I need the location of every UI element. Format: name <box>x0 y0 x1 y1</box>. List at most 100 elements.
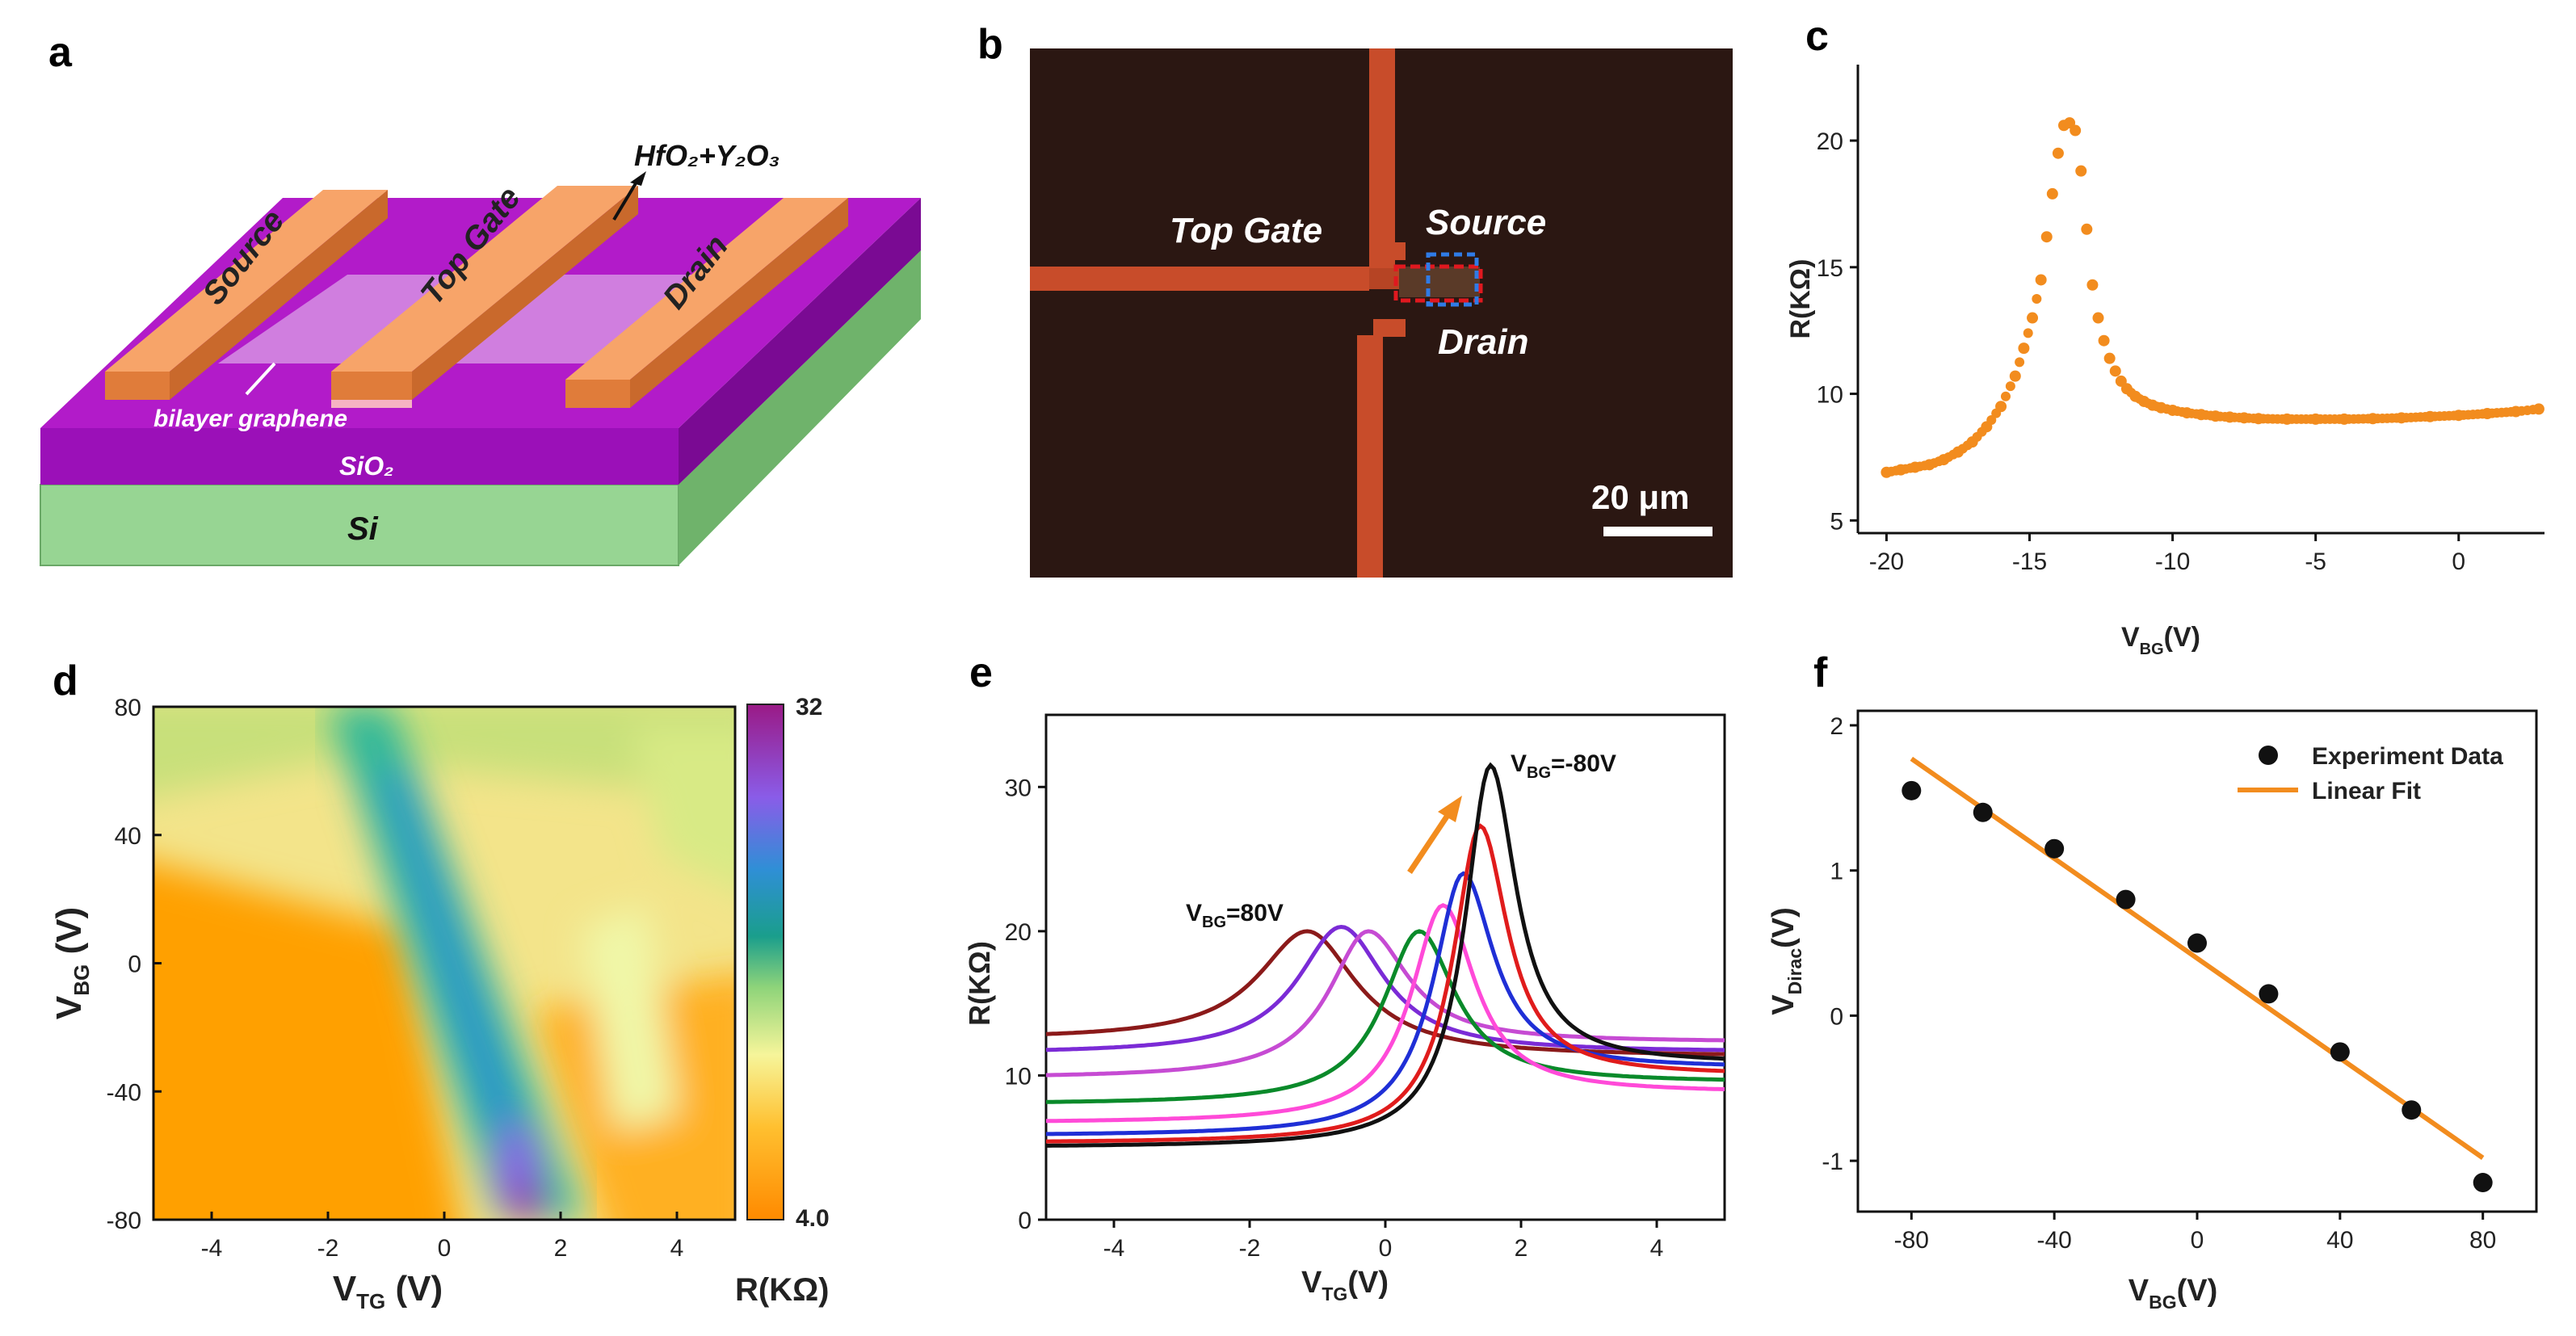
dielectric-arrowhead <box>630 171 646 186</box>
e-x-axis-label-rest: (V) <box>1347 1266 1389 1300</box>
data-point <box>2098 334 2110 347</box>
colorbar-label: R(KΩ) <box>735 1272 829 1308</box>
e-x-axis-label-sub: TG <box>1322 1283 1347 1304</box>
top-gate-lead <box>1030 267 1369 291</box>
x-tick-label: -5 <box>2305 548 2326 575</box>
series-line-6 <box>1046 823 1725 1144</box>
dielectric-label: HfO₂+Y₂O₃ <box>634 139 780 172</box>
interp-point <box>2277 414 2288 424</box>
y-tick-label: 20 <box>1005 919 1032 946</box>
e-series-group <box>1046 762 1725 1148</box>
interp-point <box>1948 449 1959 460</box>
ridge-inner <box>379 771 558 1220</box>
trend-arrow <box>1407 810 1452 874</box>
x-tick-label: -4 <box>201 1235 223 1262</box>
d-y-axis-label: VBG (V) <box>49 907 94 1019</box>
series-line-3 <box>1046 929 1725 1104</box>
b-top-gate-label: Top Gate <box>1170 211 1322 250</box>
plot-frame <box>1044 713 1726 1221</box>
panel-e-label: e <box>969 649 993 696</box>
data-point <box>2473 1173 2493 1193</box>
c-x-axis-label-main: V <box>2121 622 2140 653</box>
data-point <box>2044 838 2065 859</box>
x-tick-label: 4 <box>670 1235 684 1262</box>
b-source-label: Source <box>1426 203 1546 242</box>
d-y-axis-label-main: V <box>49 995 89 1019</box>
data-point <box>2018 342 2030 355</box>
interp-point <box>2000 391 2011 401</box>
data-point <box>2092 312 2104 324</box>
source-tip <box>1373 242 1406 260</box>
scale-bar-label: 20 μm <box>1591 478 1689 516</box>
drain-electrode <box>565 198 848 408</box>
interp-point <box>2023 328 2033 338</box>
plot-frame <box>1856 709 2538 1213</box>
f-x-axis-label-main: V <box>2128 1274 2149 1308</box>
series-line-1 <box>1046 924 1725 1052</box>
interp-point <box>2305 414 2316 424</box>
interp-point <box>1934 456 1944 467</box>
chart-e: e VBG=80V VBG=-80V -4 -2 0 2 4 0 10 20 30 R(KΩ) VT… <box>963 649 1726 1304</box>
y-tick-label: 20 <box>1817 128 1843 155</box>
colorbar-min: 4.0 <box>796 1205 830 1232</box>
interp-point <box>2205 410 2216 421</box>
data-point <box>2259 984 2279 1004</box>
interp-point <box>2177 407 2187 418</box>
y-tick-label: -80 <box>107 1208 141 1234</box>
y-tick-label: -1 <box>1822 1149 1843 1175</box>
x-tick-label: -2 <box>1239 1235 1261 1262</box>
interp-point <box>1891 465 1902 476</box>
interp-point <box>1962 440 1973 451</box>
interp-point <box>1905 463 1915 473</box>
e-x-axis-label-main: V <box>1301 1266 1322 1300</box>
c-y-axis-label: R(KΩ) <box>1785 258 1816 338</box>
panel-b: b Top Gate Source Drain 20 μm <box>977 21 1733 578</box>
f-y-axis-label-main: V <box>1767 994 1801 1015</box>
data-point <box>2330 1042 2350 1062</box>
legend-label-fit: Linear Fit <box>2312 778 2421 805</box>
x-tick-label: 2 <box>1515 1235 1528 1262</box>
data-point <box>2035 274 2047 286</box>
data-point <box>2046 187 2058 200</box>
d-x-axis-label-sub: TG <box>356 1289 385 1313</box>
source-electrode <box>105 190 388 400</box>
f-x-axis-label-rest: (V) <box>2177 1274 2218 1308</box>
sio2-label: SiO₂ <box>339 452 393 481</box>
x-tick-label: -10 <box>2155 548 2190 575</box>
panel-c-label: c <box>1805 13 1829 60</box>
data-point <box>2081 223 2093 235</box>
drain-tip <box>1373 319 1406 337</box>
series-line-4 <box>1046 902 1725 1124</box>
legend-label-data: Experiment Data <box>2312 743 2503 770</box>
interp-point <box>2248 413 2259 423</box>
x-tick-label: 80 <box>2469 1227 2496 1254</box>
legend-marker-data <box>2259 746 2278 765</box>
interp-point <box>2234 413 2245 423</box>
panel-d-label: d <box>53 657 78 704</box>
y-tick-label: 80 <box>115 695 141 721</box>
x-tick-label: -4 <box>1103 1235 1125 1262</box>
red-dashed-box <box>1393 264 1483 303</box>
interp-point <box>2032 294 2042 304</box>
annotation-vbg-minus-80: VBG=-80V <box>1511 750 1616 782</box>
interp-point <box>2506 406 2516 417</box>
linear-fit-line <box>1910 756 2485 1160</box>
si-label: Si <box>347 511 379 547</box>
series-line-2 <box>1046 929 1725 1078</box>
heatmap-blobs <box>153 707 735 1220</box>
heatmap-area <box>153 707 735 1220</box>
b-drain-label: Drain <box>1438 322 1528 362</box>
series-line-7 <box>1046 762 1725 1148</box>
interp-point <box>2334 414 2345 424</box>
y-tick-label: 5 <box>1830 508 1843 535</box>
y-tick-label: 40 <box>115 823 141 850</box>
interp-point <box>2152 401 2162 412</box>
blue-dashed-box <box>1426 252 1479 307</box>
x-tick-label: 0 <box>1379 1235 1393 1262</box>
x-tick-label: 4 <box>1650 1235 1664 1262</box>
interp-point <box>2220 411 2230 422</box>
x-tick-label: 0 <box>438 1235 452 1262</box>
data-point <box>2103 352 2116 364</box>
